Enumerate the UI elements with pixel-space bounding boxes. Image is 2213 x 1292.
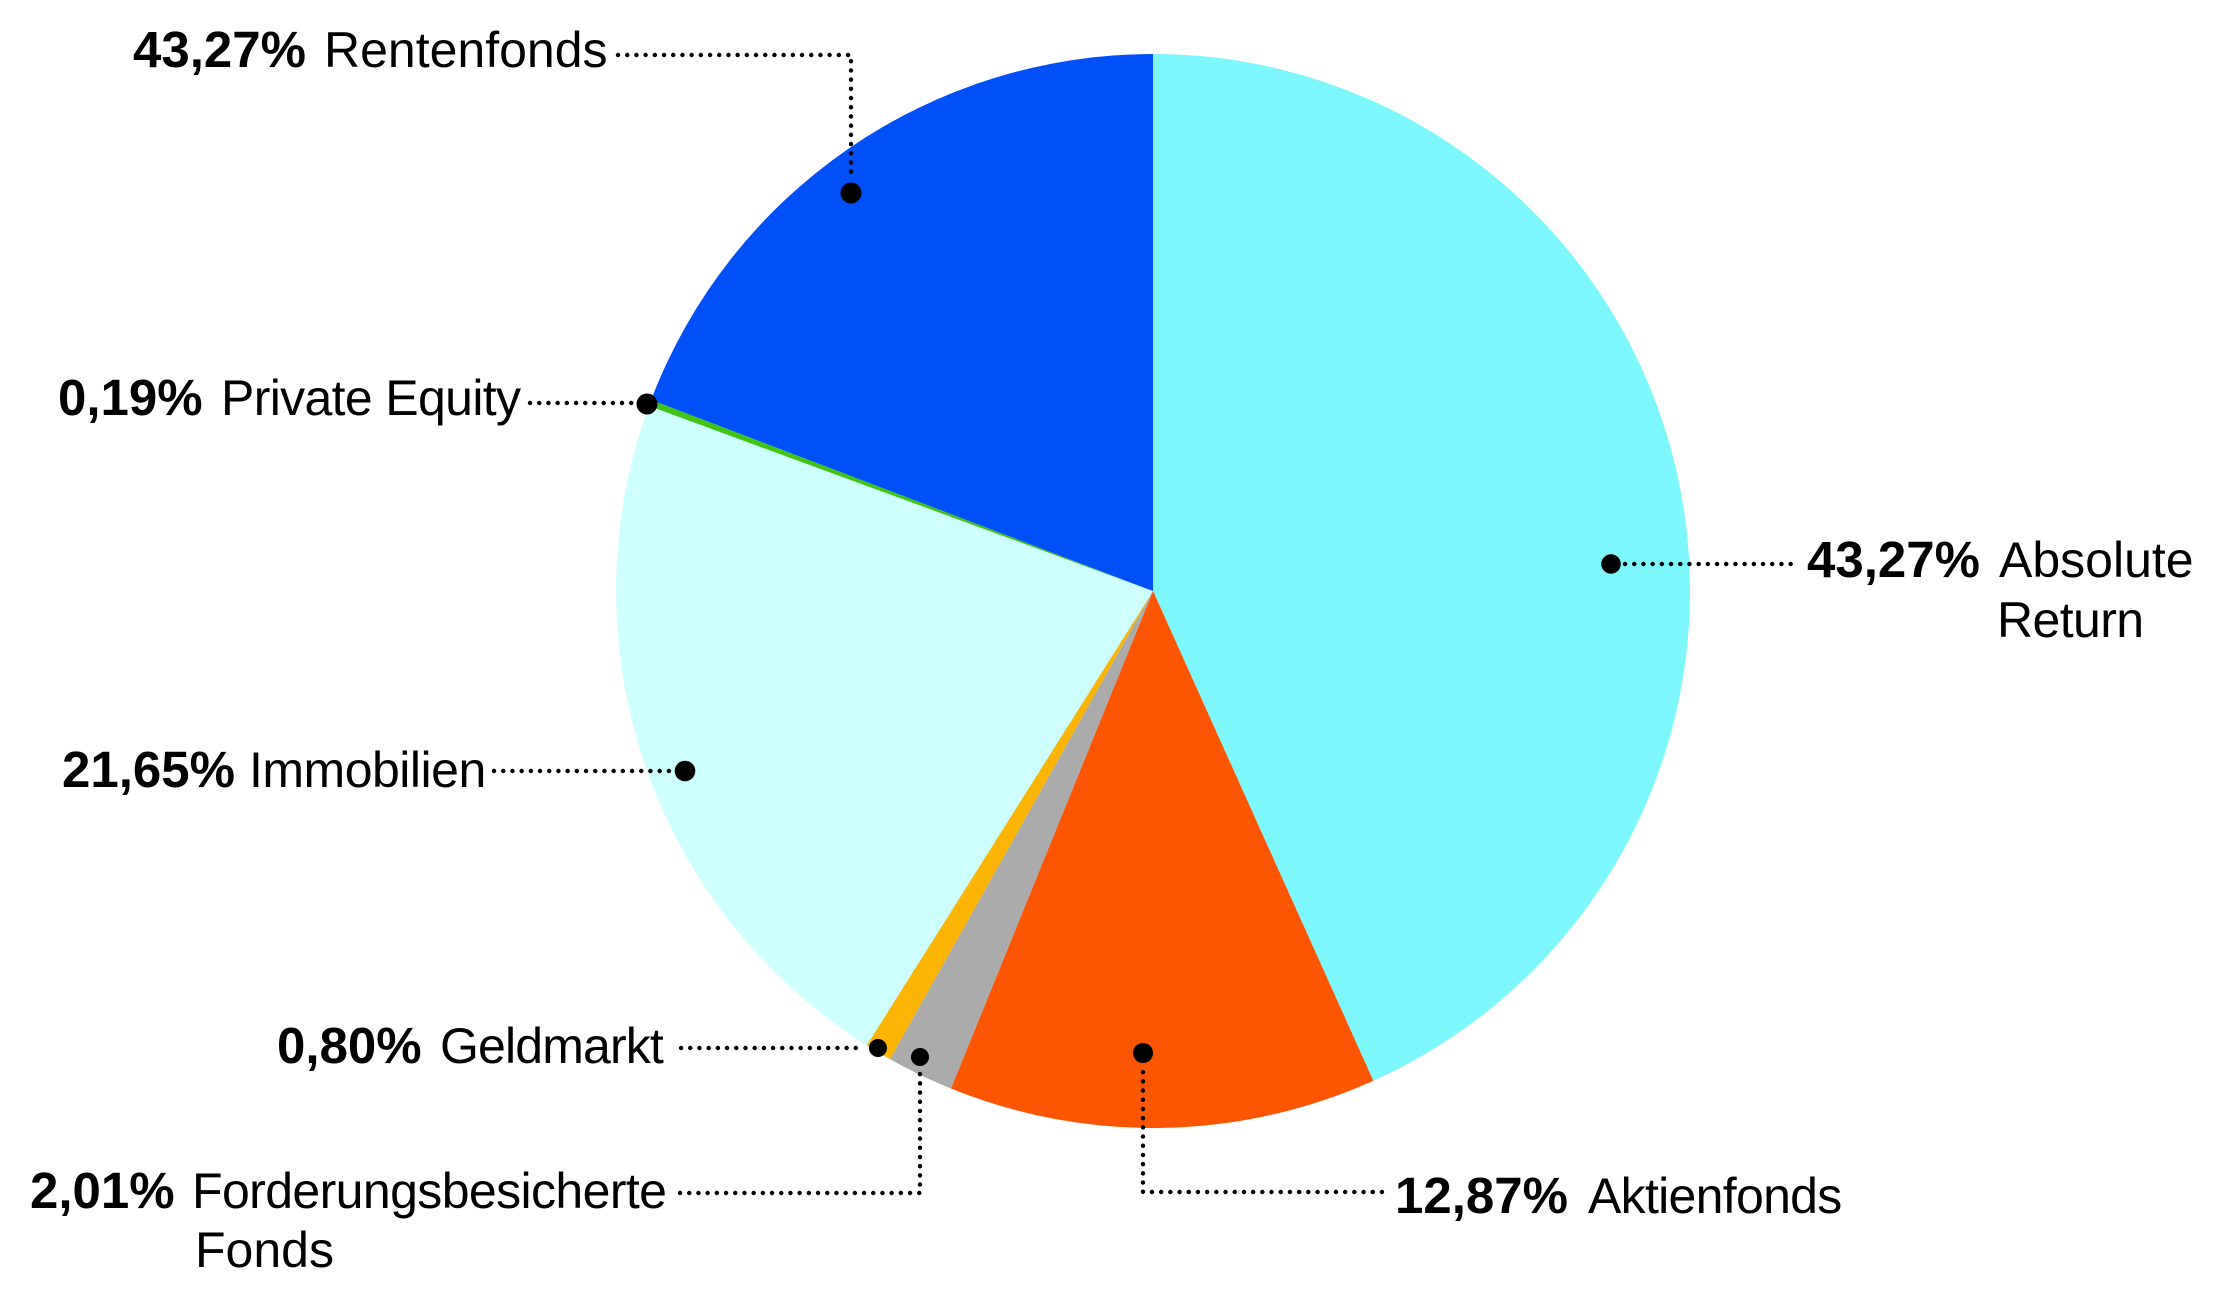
svg-text:Fonds: Fonds (195, 1222, 334, 1278)
svg-text:0,80%: 0,80% (277, 1017, 422, 1074)
svg-text:Geldmarkt: Geldmarkt (440, 1018, 664, 1074)
svg-text:12,87%: 12,87% (1395, 1167, 1568, 1224)
svg-text:43,27%: 43,27% (133, 21, 306, 78)
svg-text:2,01%: 2,01% (30, 1162, 175, 1219)
svg-text:21,65%: 21,65% (62, 741, 235, 798)
svg-text:Private Equity: Private Equity (221, 370, 521, 426)
svg-text:Rentenfonds: Rentenfonds (324, 22, 608, 78)
svg-text:Return: Return (1997, 592, 2143, 648)
svg-text:0,19%: 0,19% (58, 369, 203, 426)
svg-text:43,27%: 43,27% (1807, 531, 1980, 588)
svg-text:Absolute: Absolute (1999, 532, 2194, 588)
svg-text:Forderungsbesicherte: Forderungsbesicherte (192, 1163, 666, 1219)
svg-text:Immobilien: Immobilien (249, 742, 486, 798)
svg-text:Aktienfonds: Aktienfonds (1588, 1168, 1842, 1224)
